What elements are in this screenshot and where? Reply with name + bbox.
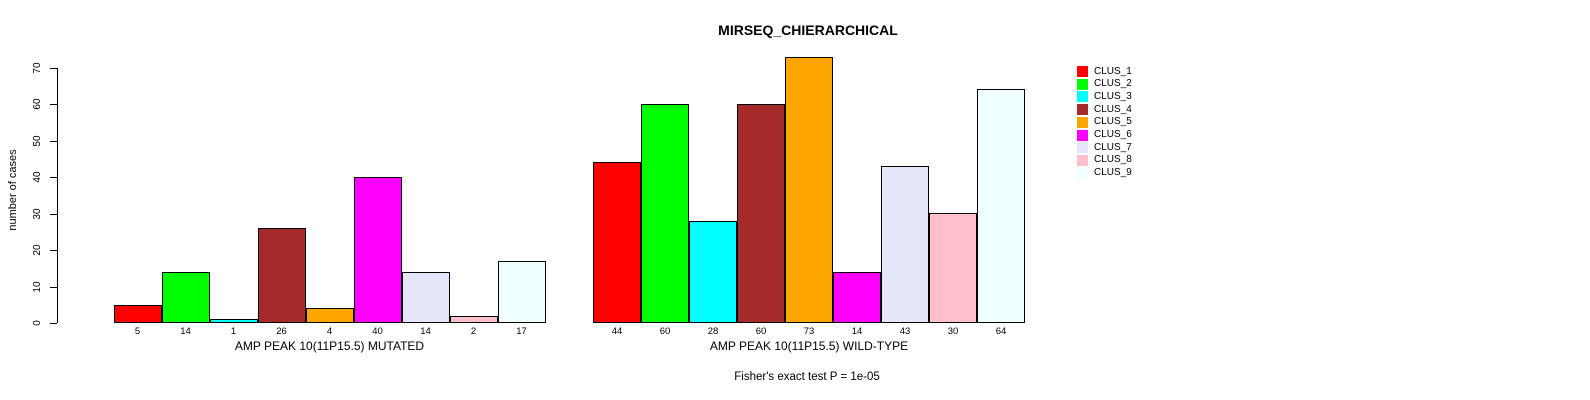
bar-value-label: 44 xyxy=(611,326,623,337)
y-axis-tick-label: 20 xyxy=(32,244,43,256)
y-axis-tick xyxy=(50,287,57,288)
bar xyxy=(737,104,785,323)
bar-value-label: 17 xyxy=(516,326,527,337)
y-axis-tick xyxy=(50,250,57,251)
bar xyxy=(401,272,450,323)
bar xyxy=(881,166,929,323)
bar-value-label: 14 xyxy=(420,326,431,337)
legend-swatch xyxy=(1077,66,1088,77)
bar xyxy=(353,177,402,323)
bar xyxy=(977,89,1025,323)
bar-value-label: 30 xyxy=(947,326,959,337)
bar xyxy=(305,308,354,323)
bar xyxy=(113,305,162,323)
y-axis-tick xyxy=(50,214,57,215)
bar xyxy=(449,316,498,323)
y-axis-tick-label: 10 xyxy=(32,281,43,293)
legend-swatch xyxy=(1077,129,1088,141)
x-axis-group-label: AMP PEAK 10(11P15.5) WILD-TYPE xyxy=(709,339,909,353)
bar-value-label: 40 xyxy=(372,326,383,337)
y-axis-tick-label: 60 xyxy=(32,98,43,110)
y-axis-tick xyxy=(50,141,57,142)
legend-label: CLUS_4 xyxy=(1094,103,1132,115)
bar-value-label: 14 xyxy=(180,326,191,337)
bar xyxy=(785,57,833,323)
bar-value-label: 73 xyxy=(803,326,815,337)
chart-title: MIRSEQ_CHIERARCHICAL xyxy=(718,22,898,38)
fisher-annotation: Fisher's exact test P = 1e-05 xyxy=(734,371,880,383)
y-axis-tick-label: 70 xyxy=(32,62,43,74)
bar xyxy=(257,228,306,323)
y-axis-line xyxy=(57,67,58,323)
bar xyxy=(929,213,977,323)
bar xyxy=(161,272,210,323)
legend-label: CLUS_6 xyxy=(1094,129,1132,140)
bar xyxy=(497,261,546,323)
legend-swatch xyxy=(1077,104,1088,116)
legend-swatch xyxy=(1077,91,1088,103)
bar-value-label: 2 xyxy=(470,326,477,337)
legend-label: CLUS_8 xyxy=(1094,154,1132,166)
bar xyxy=(593,162,641,323)
bar-value-label: 60 xyxy=(755,326,767,337)
legend-swatch xyxy=(1077,167,1088,179)
y-axis-tick xyxy=(50,104,57,105)
bar xyxy=(209,319,258,323)
bar-value-label: 1 xyxy=(230,326,237,337)
y-axis-tick-label: 50 xyxy=(32,135,43,147)
legend-label: CLUS_1 xyxy=(1094,65,1132,77)
bar xyxy=(641,104,689,323)
legend-swatch xyxy=(1077,116,1088,128)
bar-value-label: 28 xyxy=(707,326,719,337)
legend-label: CLUS_7 xyxy=(1094,141,1132,153)
legend-label: CLUS_3 xyxy=(1094,90,1132,102)
bar-value-label: 14 xyxy=(851,326,863,337)
bar xyxy=(689,221,737,323)
y-axis-tick xyxy=(50,323,57,324)
bar-value-label: 4 xyxy=(326,326,333,337)
y-axis-tick-label: 30 xyxy=(32,208,43,220)
y-axis-tick-label: 0 xyxy=(32,320,43,326)
legend-label: CLUS_2 xyxy=(1094,78,1132,90)
bar-value-label: 5 xyxy=(134,326,141,337)
legend-label: CLUS_9 xyxy=(1094,167,1132,179)
y-axis-label: number of cases xyxy=(7,149,19,231)
bar xyxy=(833,272,881,323)
bar-value-label: 64 xyxy=(995,326,1007,337)
bar-value-label: 26 xyxy=(276,326,287,337)
y-axis-tick xyxy=(50,68,57,69)
x-axis-group-label: AMP PEAK 10(11P15.5) MUTATED xyxy=(234,339,425,353)
bar-value-label: 60 xyxy=(659,326,671,337)
legend-label: CLUS_5 xyxy=(1094,116,1132,128)
legend-swatch xyxy=(1077,154,1088,166)
y-axis-tick xyxy=(50,177,57,178)
bar-value-label: 43 xyxy=(899,326,911,337)
legend-swatch xyxy=(1077,78,1088,90)
legend-swatch xyxy=(1077,142,1088,154)
y-axis-tick-label: 40 xyxy=(32,171,43,183)
